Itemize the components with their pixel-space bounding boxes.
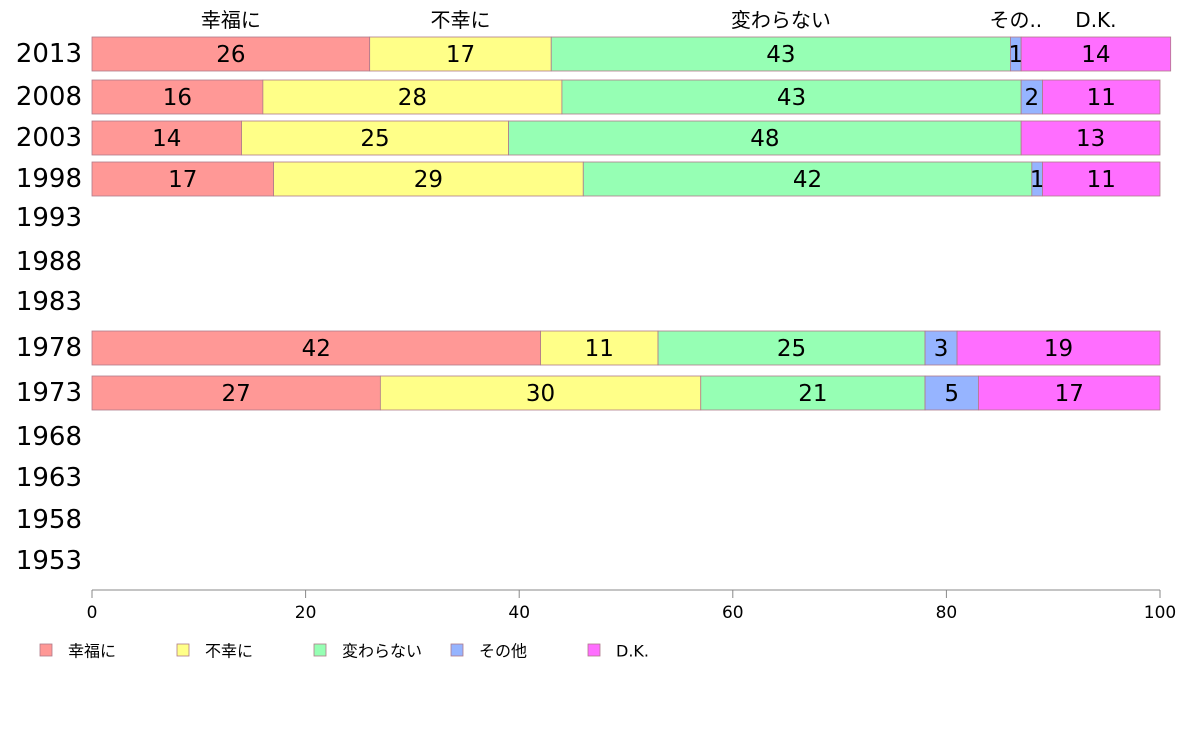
top-label-4: D.K. — [1075, 8, 1116, 32]
y-axis-labels: 2013 2008 2003 1998 1993 1988 1983 1978 1973 1968… — [16, 39, 82, 576]
legend-label-2: 変わらない — [342, 642, 422, 661]
bar-2013-2 — [550, 36, 1011, 72]
bar-2013-4 — [1020, 36, 1172, 72]
bar-label-2003-0: 14 — [152, 126, 181, 152]
legend: 幸福に 不幸に 変わらない その他 D.K. — [39, 642, 649, 661]
top-label-0: 幸福に — [201, 8, 261, 32]
bar-label-1978-1: 11 — [585, 336, 614, 362]
bar-1998-1 — [273, 161, 584, 197]
bar-label-2008-1: 28 — [398, 85, 427, 111]
bar-2008-1 — [262, 79, 563, 115]
bar-label-2013-2: 43 — [766, 42, 795, 68]
x-tick-label-40: 40 — [508, 603, 530, 623]
legend-swatch-3 — [450, 643, 464, 657]
y-label-1978: 1978 — [16, 333, 82, 363]
top-category-labels: 幸福に 不幸に 変わらない その.. D.K. — [201, 8, 1117, 32]
y-label-2003: 2003 — [16, 123, 82, 153]
top-label-3: その.. — [989, 8, 1042, 32]
bar-1973-3 — [924, 375, 979, 411]
y-label-2008: 2008 — [16, 82, 82, 112]
bar-label-1998-1: 29 — [414, 167, 443, 193]
bar-label-1978-0: 42 — [302, 336, 331, 362]
bar-1998-4 — [1042, 161, 1161, 197]
legend-label-4: D.K. — [616, 642, 649, 661]
bar-label-2008-0: 16 — [163, 85, 192, 111]
y-label-2013: 2013 — [16, 39, 82, 69]
top-label-1: 不幸に — [430, 8, 490, 32]
bar-label-2003-1: 25 — [360, 126, 389, 152]
bar-label-1978-4: 19 — [1044, 336, 1073, 362]
bar-1978-4 — [956, 330, 1161, 366]
bar-1973-1 — [379, 375, 702, 411]
legend-label-3: その他 — [479, 642, 527, 661]
x-tick-label-100: 100 — [1144, 603, 1176, 623]
bar-2013-1 — [369, 36, 552, 72]
bar-label-1978-2: 25 — [777, 336, 806, 362]
bar-label-1998-3: 1 — [1030, 167, 1045, 193]
bar-label-1973-4: 17 — [1055, 381, 1084, 407]
legend-label-0: 幸福に — [68, 642, 116, 661]
bar-1998-0 — [91, 161, 274, 197]
bar-label-1998-4: 11 — [1087, 167, 1116, 193]
y-label-1973: 1973 — [16, 378, 82, 408]
bar-1973-4 — [978, 375, 1161, 411]
bar-label-2013-0: 26 — [216, 42, 245, 68]
bar-1978-2 — [657, 330, 926, 366]
y-label-1968: 1968 — [16, 422, 82, 452]
bar-label-2013-4: 14 — [1081, 42, 1110, 68]
bar-label-1973-1: 30 — [526, 381, 555, 407]
bar-label-2008-4: 11 — [1087, 85, 1116, 111]
legend-swatch-4 — [587, 643, 601, 657]
bar-2008-4 — [1042, 79, 1161, 115]
x-tick-label-80: 80 — [936, 603, 958, 623]
bar-label-1998-2: 42 — [793, 167, 822, 193]
legend-label-1: 不幸に — [205, 642, 253, 661]
bar-2003-4 — [1020, 120, 1161, 156]
y-label-1953: 1953 — [16, 546, 82, 576]
legend-swatch-1 — [176, 643, 190, 657]
bar-label-1973-2: 21 — [798, 381, 827, 407]
bar-label-1998-0: 17 — [168, 167, 197, 193]
bar-label-2008-3: 2 — [1025, 85, 1040, 111]
bar-1978-0 — [91, 330, 541, 366]
bar-2013-0 — [91, 36, 371, 72]
bar-2003-0 — [91, 120, 242, 156]
bar-1998-2 — [582, 161, 1033, 197]
bar-2003-1 — [241, 120, 509, 156]
bar-label-1973-0: 27 — [222, 381, 251, 407]
bar-1973-0 — [91, 375, 381, 411]
bar-label-1978-3: 3 — [934, 336, 949, 362]
bar-label-2013-1: 17 — [446, 42, 475, 68]
bar-2008-2 — [561, 79, 1022, 115]
x-tick-label-60: 60 — [722, 603, 744, 623]
bar-1978-1 — [540, 330, 659, 366]
x-tick-label-20: 20 — [295, 603, 317, 623]
y-label-1983: 1983 — [16, 287, 82, 317]
top-label-2: 変わらない — [731, 8, 831, 32]
y-label-1993: 1993 — [16, 203, 82, 233]
bar-label-1973-3: 5 — [944, 381, 959, 407]
x-axis: 0 20 40 60 80 100 — [87, 589, 1176, 623]
legend-swatch-0 — [39, 643, 53, 657]
legend-swatch-2 — [313, 643, 327, 657]
bar-label-2003-2: 48 — [750, 126, 779, 152]
bar-label-2008-2: 43 — [777, 85, 806, 111]
y-label-1958: 1958 — [16, 505, 82, 535]
y-label-1998: 1998 — [16, 164, 82, 194]
bar-1973-2 — [700, 375, 926, 411]
bar-2008-0 — [91, 79, 264, 115]
bar-label-2013-3: 1 — [1008, 42, 1023, 68]
bar-label-2003-4: 13 — [1076, 126, 1105, 152]
y-label-1963: 1963 — [16, 463, 82, 493]
y-label-1988: 1988 — [16, 247, 82, 277]
bar-2003-2 — [508, 120, 1022, 156]
x-tick-label-0: 0 — [87, 603, 98, 623]
